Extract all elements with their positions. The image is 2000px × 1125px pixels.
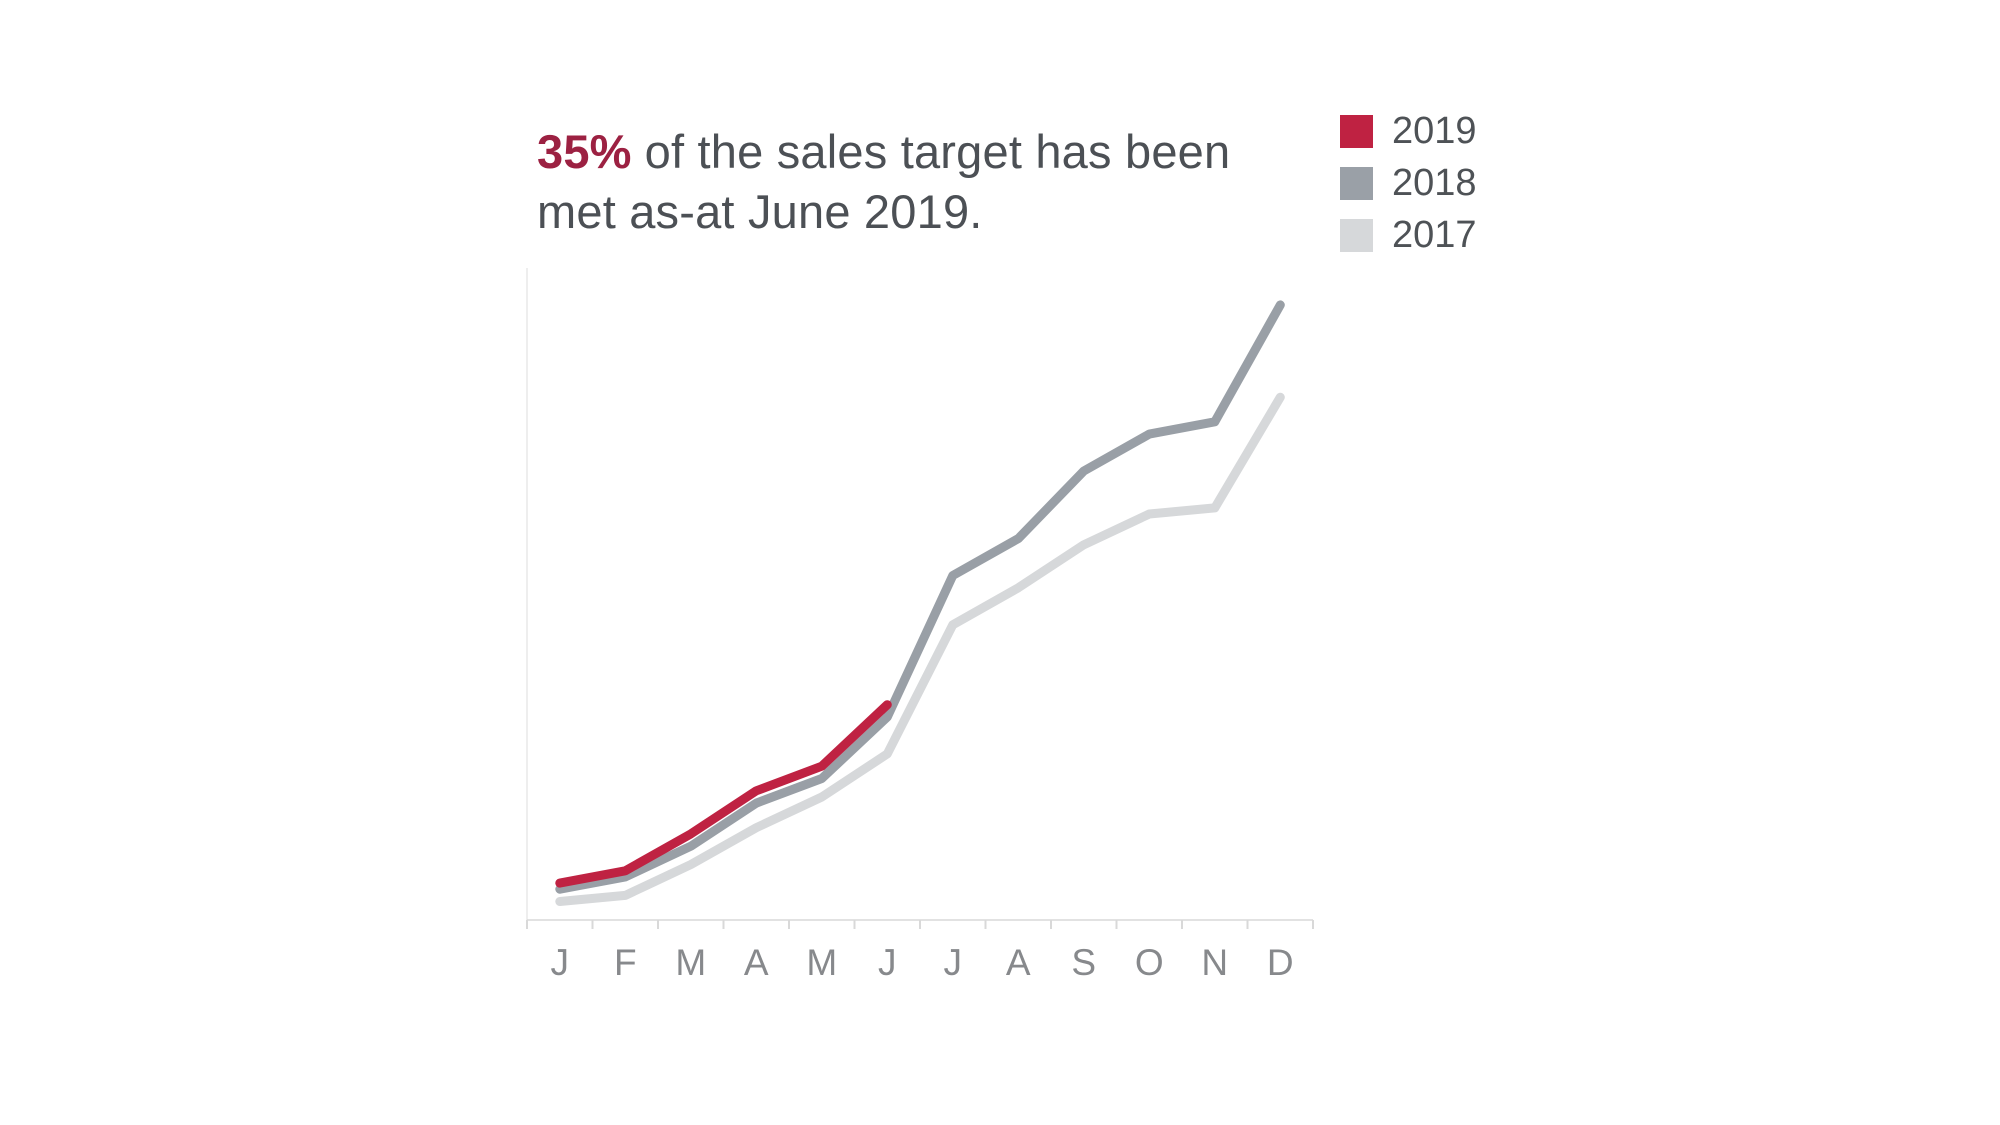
x-tick-label-sep: S xyxy=(1071,942,1096,983)
x-tick-label-feb: F xyxy=(614,942,637,983)
legend-label-2019: 2019 xyxy=(1392,110,1477,152)
x-tick-label-oct: O xyxy=(1135,942,1164,983)
x-tick-label-aug: A xyxy=(1006,942,1031,983)
legend-swatch-2017 xyxy=(1340,219,1373,252)
x-tick-label-dec: D xyxy=(1267,942,1294,983)
series-line-2017[interactable] xyxy=(555,392,1285,906)
legend-swatch-2019 xyxy=(1340,115,1373,148)
x-tick-label-nov: N xyxy=(1201,942,1228,983)
legend-label-2017: 2017 xyxy=(1392,214,1477,256)
x-tick-label-mar: M xyxy=(675,942,706,983)
series-line-2019[interactable] xyxy=(555,700,892,888)
headline-accent: 35% xyxy=(537,125,632,178)
x-tick-label-jun: J xyxy=(878,942,897,983)
x-tick-label-jul: J xyxy=(944,942,963,983)
headline-line-1: 35% of the sales target has been xyxy=(537,122,1230,182)
series-line-2018[interactable] xyxy=(555,300,1285,894)
headline-line-2: met as-at June 2019. xyxy=(537,185,983,238)
headline-rest: of the sales target has been xyxy=(644,125,1231,178)
legend-item-2017[interactable]: 2017 xyxy=(1340,214,1477,256)
x-tick-label-apr: A xyxy=(744,942,769,983)
x-tick-label-may: M xyxy=(806,942,837,983)
headline: 35% of the sales target has been met as-a… xyxy=(537,122,1230,242)
x-tick-label-jan: J xyxy=(551,942,570,983)
legend: 2019 2018 2017 xyxy=(1340,110,1477,271)
legend-swatch-2018 xyxy=(1340,167,1373,200)
legend-label-2018: 2018 xyxy=(1392,162,1477,204)
legend-item-2018[interactable]: 2018 xyxy=(1340,162,1477,204)
legend-item-2019[interactable]: 2019 xyxy=(1340,110,1477,152)
